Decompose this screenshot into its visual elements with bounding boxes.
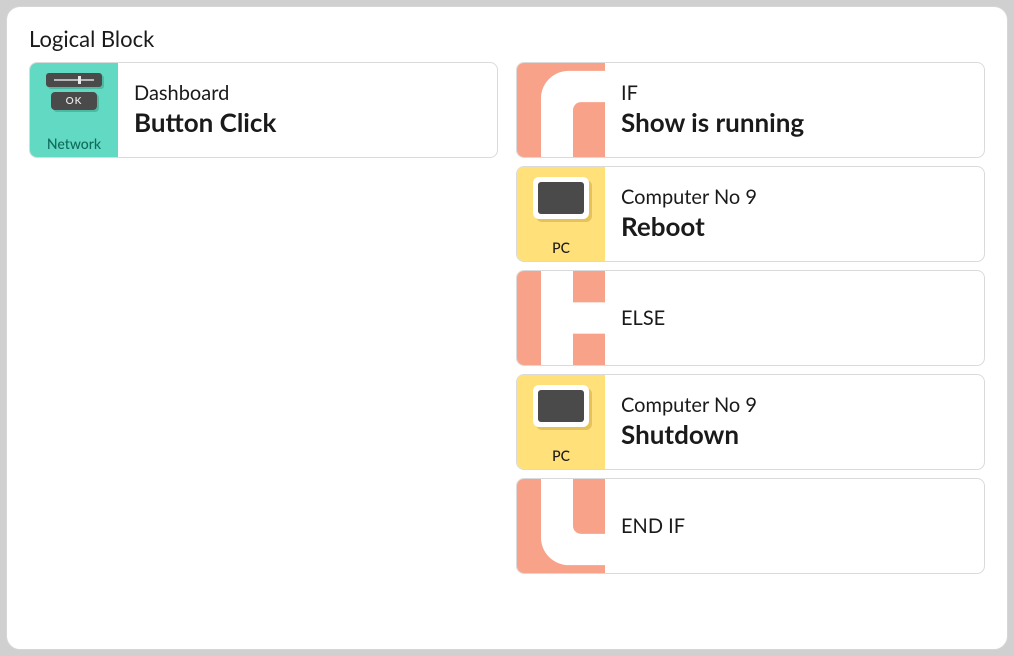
action-block-reboot[interactable]: PC Computer No 9 Reboot xyxy=(516,166,985,262)
badge-label: Network xyxy=(47,135,101,152)
block-content: ELSE xyxy=(605,271,984,365)
monitor-icon xyxy=(533,385,589,427)
endif-block[interactable]: END IF xyxy=(516,478,985,574)
if-block[interactable]: IF Show is running xyxy=(516,62,985,158)
block-subtitle: ELSE xyxy=(621,306,968,330)
block-subtitle: IF xyxy=(621,81,968,105)
logic-badge-else xyxy=(517,271,605,365)
block-content: Computer No 9 Reboot xyxy=(605,167,984,261)
logic-if-icon xyxy=(517,63,605,157)
block-title: Button Click xyxy=(134,107,481,138)
logical-block-panel: Logical Block OK Network Dashboard Butto… xyxy=(6,6,1008,650)
slider-ok-icon: OK xyxy=(46,73,102,110)
logic-endif-icon xyxy=(517,479,605,573)
block-subtitle: END IF xyxy=(621,514,968,538)
badge-label: PC xyxy=(552,239,570,256)
ok-button-icon: OK xyxy=(51,92,97,110)
block-content: END IF xyxy=(605,479,984,573)
block-title: Reboot xyxy=(621,211,968,242)
pc-badge: PC xyxy=(517,375,605,469)
slider-icon xyxy=(46,73,102,87)
monitor-icon xyxy=(533,177,589,219)
else-block[interactable]: ELSE xyxy=(516,270,985,366)
block-title: Show is running xyxy=(621,107,968,138)
block-content: IF Show is running xyxy=(605,63,984,157)
panel-title: Logical Block xyxy=(29,25,985,52)
badge-label: PC xyxy=(552,447,570,464)
logic-else-icon xyxy=(517,271,605,365)
logic-badge-endif xyxy=(517,479,605,573)
block-subtitle: Dashboard xyxy=(134,81,481,105)
block-content: Dashboard Button Click xyxy=(118,63,497,157)
block-title: Shutdown xyxy=(621,419,968,450)
network-badge: OK Network xyxy=(30,63,118,157)
action-block-shutdown[interactable]: PC Computer No 9 Shutdown xyxy=(516,374,985,470)
columns: OK Network Dashboard Button Click xyxy=(29,62,985,574)
logic-badge-if xyxy=(517,63,605,157)
block-subtitle: Computer No 9 xyxy=(621,185,968,209)
pc-badge: PC xyxy=(517,167,605,261)
trigger-block[interactable]: OK Network Dashboard Button Click xyxy=(29,62,498,158)
block-subtitle: Computer No 9 xyxy=(621,393,968,417)
right-column: IF Show is running PC Computer No 9 Rebo… xyxy=(516,62,985,574)
left-column: OK Network Dashboard Button Click xyxy=(29,62,498,574)
block-content: Computer No 9 Shutdown xyxy=(605,375,984,469)
